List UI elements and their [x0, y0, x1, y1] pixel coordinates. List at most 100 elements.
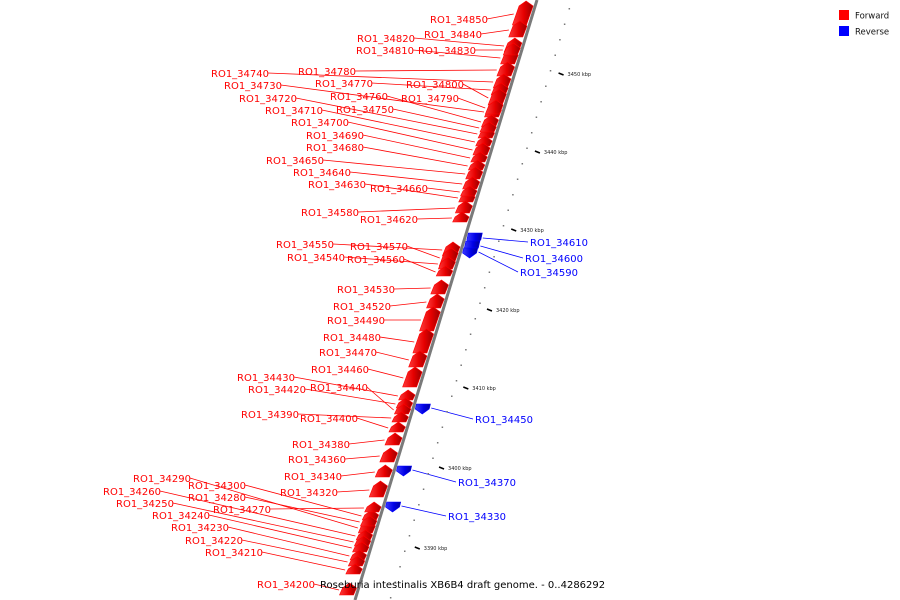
- gene-feature-ro1_34210[interactable]: [345, 563, 363, 575]
- gene-label-ro1_34480[interactable]: RO1_34480: [323, 333, 381, 344]
- gene-feature-ro1_34660[interactable]: [460, 185, 478, 197]
- gene-label-ro1_34450[interactable]: RO1_34450: [475, 415, 533, 426]
- gene-label-ro1_34620[interactable]: RO1_34620: [360, 215, 418, 226]
- leader-line-ro1_34260: [159, 490, 356, 537]
- gene-feature-ro1_34690[interactable]: [470, 151, 488, 163]
- minor-tick: [554, 54, 556, 56]
- gene-label-ro1_34580[interactable]: RO1_34580: [301, 208, 359, 219]
- gene-label-ro1_34330[interactable]: RO1_34330: [448, 512, 506, 523]
- gene-label-ro1_34420[interactable]: RO1_34420: [248, 385, 306, 396]
- gene-label-ro1_34610[interactable]: RO1_34610: [530, 238, 588, 249]
- gene-feature-ro1_34590[interactable]: [462, 247, 479, 259]
- gene-feature-ro1_34280[interactable]: [359, 515, 378, 527]
- gene-feature-ro1_34340[interactable]: [374, 464, 393, 478]
- gene-feature-ro1_34360[interactable]: [379, 447, 398, 463]
- gene-label-ro1_34770[interactable]: RO1_34770: [315, 79, 373, 90]
- gene-feature-ro1_34430[interactable]: [398, 389, 416, 401]
- gene-feature-ro1_34440[interactable]: [393, 403, 412, 415]
- gene-label-ro1_34720[interactable]: RO1_34720: [239, 94, 297, 105]
- gene-label-ro1_34600[interactable]: RO1_34600: [525, 254, 583, 265]
- gene-label-ro1_34550[interactable]: RO1_34550: [276, 240, 334, 251]
- gene-label-ro1_34820[interactable]: RO1_34820: [357, 34, 415, 45]
- gene-label-ro1_34260[interactable]: RO1_34260: [103, 487, 161, 498]
- gene-feature-ro1_34220[interactable]: [347, 555, 366, 567]
- gene-label-ro1_34340[interactable]: RO1_34340: [284, 472, 342, 483]
- gene-label-ro1_34220[interactable]: RO1_34220: [185, 536, 243, 547]
- gene-feature-ro1_34530[interactable]: [430, 279, 449, 295]
- gene-feature-ro1_34780[interactable]: [496, 61, 515, 77]
- gene-feature-ro1_34330[interactable]: [385, 501, 402, 513]
- leader-line-ro1_34440: [366, 386, 394, 411]
- gene-label-ro1_34810[interactable]: RO1_34810: [356, 46, 414, 57]
- gene-label-ro1_34790[interactable]: RO1_34790: [401, 94, 459, 105]
- gene-label-ro1_34710[interactable]: RO1_34710: [265, 106, 323, 117]
- gene-label-ro1_34520[interactable]: RO1_34520: [333, 302, 391, 313]
- gene-label-ro1_34630[interactable]: RO1_34630: [308, 180, 366, 191]
- gene-label-ro1_34430[interactable]: RO1_34430: [237, 373, 295, 384]
- gene-label-ro1_34320[interactable]: RO1_34320: [280, 488, 338, 499]
- gene-label-ro1_34370[interactable]: RO1_34370: [458, 478, 516, 489]
- gene-feature-ro1_34390[interactable]: [391, 411, 409, 423]
- gene-feature-ro1_34240[interactable]: [352, 541, 370, 553]
- gene-feature-ro1_34270[interactable]: [364, 501, 382, 513]
- gene-feature-ro1_34750[interactable]: [479, 121, 497, 133]
- gene-label-ro1_34760[interactable]: RO1_34760: [330, 92, 388, 103]
- gene-label-ro1_34830[interactable]: RO1_34830: [418, 46, 476, 57]
- gene-label-ro1_34380[interactable]: RO1_34380: [292, 440, 350, 451]
- gene-feature-ro1_34650[interactable]: [465, 166, 484, 180]
- gene-label-ro1_34800[interactable]: RO1_34800: [406, 80, 464, 91]
- leader-line-ro1_34700: [347, 121, 473, 151]
- gene-label-ro1_34660[interactable]: RO1_34660: [370, 184, 428, 195]
- gene-feature-ro1_34320[interactable]: [368, 480, 388, 498]
- gene-label-ro1_34250[interactable]: RO1_34250: [116, 499, 174, 510]
- gene-feature-ro1_34450[interactable]: [414, 403, 431, 415]
- gene-feature-ro1_34490[interactable]: [419, 306, 441, 332]
- gene-feature-ro1_34200[interactable]: [339, 582, 357, 596]
- gene-label-ro1_34460[interactable]: RO1_34460: [311, 365, 369, 376]
- gene-feature-ro1_34830[interactable]: [502, 42, 521, 56]
- gene-feature-ro1_34370[interactable]: [396, 465, 413, 477]
- gene-label-ro1_34530[interactable]: RO1_34530: [337, 285, 395, 296]
- gene-label-ro1_34390[interactable]: RO1_34390: [241, 410, 299, 421]
- gene-label-ro1_34700[interactable]: RO1_34700: [291, 118, 349, 129]
- gene-label-ro1_34230[interactable]: RO1_34230: [171, 523, 229, 534]
- gene-feature-ro1_34580[interactable]: [454, 200, 473, 214]
- gene-label-ro1_34440[interactable]: RO1_34440: [310, 383, 368, 394]
- gene-label-ro1_34740[interactable]: RO1_34740: [211, 69, 269, 80]
- gene-label-ro1_34750[interactable]: RO1_34750: [336, 105, 394, 116]
- gene-label-ro1_34840[interactable]: RO1_34840: [424, 30, 482, 41]
- gene-feature-ro1_34840[interactable]: [508, 20, 528, 38]
- gene-feature-ro1_34380[interactable]: [384, 432, 403, 446]
- gene-label-ro1_34570[interactable]: RO1_34570: [350, 242, 408, 253]
- gene-label-ro1_34490[interactable]: RO1_34490: [327, 316, 385, 327]
- gene-label-ro1_34280[interactable]: RO1_34280: [188, 493, 246, 504]
- gene-label-ro1_34200[interactable]: RO1_34200: [257, 580, 315, 591]
- gene-label-ro1_34590[interactable]: RO1_34590: [520, 268, 578, 279]
- gene-label-ro1_34560[interactable]: RO1_34560: [347, 255, 405, 266]
- gene-label-ro1_34650[interactable]: RO1_34650: [266, 156, 324, 167]
- gene-feature-ro1_34520[interactable]: [426, 293, 445, 309]
- gene-label-ro1_34360[interactable]: RO1_34360: [288, 455, 346, 466]
- gene-label-ro1_34850[interactable]: RO1_34850: [430, 15, 488, 26]
- gene-feature-ro1_34620[interactable]: [452, 211, 470, 223]
- gene-label-ro1_34730[interactable]: RO1_34730: [224, 81, 282, 92]
- gene-feature-ro1_34790[interactable]: [484, 99, 504, 115]
- gene-label-ro1_34300[interactable]: RO1_34300: [188, 481, 246, 492]
- gene-label-ro1_34290[interactable]: RO1_34290: [133, 474, 191, 485]
- gene-feature-ro1_34560[interactable]: [435, 265, 454, 277]
- gene-label-ro1_34240[interactable]: RO1_34240: [152, 511, 210, 522]
- coordinate-axis: 3390 kbp 3400 kbp 3410 kbp 3420 kbp 3430 kbp…: [389, 8, 591, 599]
- gene-label-ro1_34640[interactable]: RO1_34640: [293, 168, 351, 179]
- gene-feature-ro1_34460[interactable]: [402, 366, 423, 388]
- gene-label-ro1_34270[interactable]: RO1_34270: [213, 505, 271, 516]
- gene-label-ro1_34400[interactable]: RO1_34400: [300, 414, 358, 425]
- gene-feature-ro1_34480[interactable]: [412, 328, 434, 354]
- gene-label-ro1_34470[interactable]: RO1_34470: [319, 348, 377, 359]
- gene-label-ro1_34540[interactable]: RO1_34540: [287, 253, 345, 264]
- gene-label-ro1_34780[interactable]: RO1_34780: [298, 67, 356, 78]
- gene-label-ro1_34690[interactable]: RO1_34690: [306, 131, 364, 142]
- gene-feature-ro1_34470[interactable]: [408, 350, 428, 368]
- gene-label-ro1_34210[interactable]: RO1_34210: [205, 548, 263, 559]
- gene-label-ro1_34680[interactable]: RO1_34680: [306, 143, 364, 154]
- gene-feature-ro1_34400[interactable]: [388, 421, 406, 433]
